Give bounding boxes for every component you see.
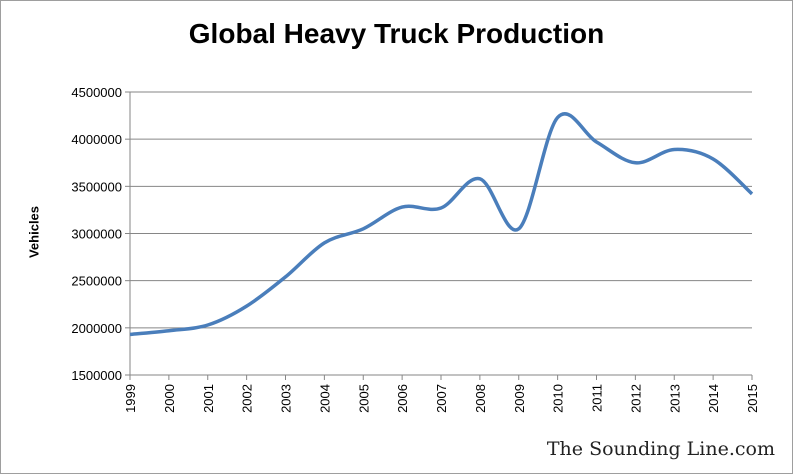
x-tick-label: 2000 [162, 384, 177, 413]
axes [125, 91, 753, 380]
x-tick-label: 2002 [240, 384, 255, 413]
series-lines [129, 112, 754, 337]
chart-title: Global Heavy Truck Production [188, 18, 605, 49]
x-tick-label: 1999 [123, 384, 138, 413]
x-tick-label: 2011 [590, 384, 605, 412]
x-tick-label: 2003 [279, 384, 294, 413]
x-tick-label: 2008 [473, 384, 488, 413]
x-tick-label: 2006 [395, 384, 410, 413]
x-tick-label: 2009 [512, 384, 527, 413]
y-tick-labels: 4500000 4000000 3500000 3000000 2500000 20000… [71, 85, 122, 383]
gridlines [130, 91, 752, 329]
y-tick-label: 3000000 [71, 227, 122, 242]
y-tick-label: 2000000 [71, 321, 122, 336]
y-tick-label: 1500000 [71, 368, 122, 383]
y-tick-label: 4000000 [71, 132, 122, 147]
x-tick-label: 2001 [201, 384, 216, 413]
x-tick-label: 2013 [667, 384, 682, 413]
y-tick-label: 2500000 [71, 274, 122, 289]
watermark: The Sounding Line.com [546, 438, 775, 460]
x-tick-label: 2004 [317, 384, 332, 413]
x-tick-labels: 1999 2000 2001 2002 2003 2004 2005 2006 2007 2008… [123, 384, 760, 413]
x-tick-label: 2015 [745, 384, 760, 413]
x-tick-label: 2007 [434, 384, 449, 413]
x-tick-label: 2005 [356, 384, 371, 413]
x-tick-label: 2014 [706, 384, 721, 413]
y-tick-label: 3500000 [71, 179, 122, 194]
x-tick-label: 2012 [628, 384, 643, 413]
series-line [129, 112, 754, 337]
x-tick-label: 2010 [551, 384, 566, 413]
y-tick-label: 4500000 [71, 85, 122, 100]
